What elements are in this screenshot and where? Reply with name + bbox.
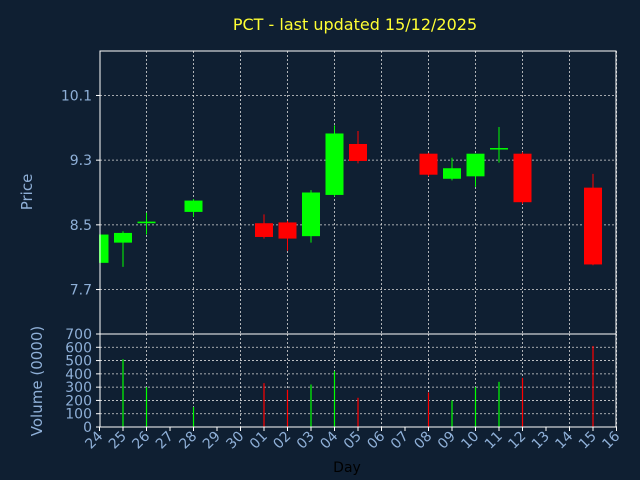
candle-08 — [419, 152, 438, 177]
candles — [99, 125, 602, 267]
candle-05 — [349, 131, 367, 164]
x-tick-label: 12 — [505, 429, 529, 453]
candle-28 — [184, 198, 203, 217]
volume-panel-frame — [99, 333, 617, 428]
candle-body — [302, 192, 320, 237]
candle-body — [443, 168, 461, 179]
candle-10 — [466, 153, 485, 187]
volume-bar-15 — [592, 345, 594, 427]
price-tick-label: 8.5 — [70, 218, 92, 234]
candle-body — [255, 223, 273, 237]
candle-03 — [302, 190, 320, 243]
candle-body — [513, 153, 532, 203]
candle-body — [419, 153, 438, 175]
candle-24 — [99, 234, 109, 263]
volume-bar-12 — [521, 377, 524, 427]
x-tick-label: 01 — [247, 429, 271, 453]
volume-bar-01 — [263, 383, 265, 427]
x-tick-label: 08 — [411, 429, 435, 453]
candle-25 — [114, 231, 132, 267]
candle-04 — [325, 125, 344, 197]
chart-title: PCT - last updated 15/12/2025 — [233, 15, 477, 34]
candle-09 — [443, 157, 461, 181]
volume-bar-08 — [427, 392, 430, 427]
price-axis-label: Price — [18, 174, 36, 211]
price-tick-label: 10.1 — [61, 88, 92, 104]
volume-bar-26 — [145, 387, 148, 427]
volume-tick-label: 700 — [65, 327, 92, 343]
candle-body — [100, 234, 109, 263]
candle-02 — [278, 220, 297, 251]
x-tick-label: 15 — [576, 429, 600, 453]
volume-bar-09 — [451, 400, 453, 427]
x-tick-label: 27 — [153, 429, 177, 453]
volume-bar-11 — [498, 381, 500, 427]
x-ticks: 24 25 26 27 28 29 30 01 02 03 04 05 06 07 08 09 10 11 12 13… — [82, 427, 623, 452]
day-axis-label: Day — [333, 460, 361, 476]
candle-body — [278, 222, 297, 239]
candle-11 — [490, 127, 508, 163]
x-tick-label: 30 — [223, 429, 247, 453]
volume-tick-label: 400 — [65, 367, 92, 383]
candle-body — [490, 148, 508, 150]
x-tick-label: 29 — [200, 429, 224, 453]
candle-body — [137, 221, 156, 224]
volume-bar-10 — [474, 387, 477, 427]
x-tick-label: 28 — [176, 429, 200, 453]
x-tick-label: 05 — [341, 429, 365, 453]
x-tick-label: 10 — [458, 429, 482, 453]
x-tick-label: 16 — [599, 428, 623, 452]
candle-01 — [255, 214, 273, 239]
candle-12 — [513, 152, 532, 204]
candle-body — [349, 143, 367, 161]
price-panel-frame — [99, 50, 617, 335]
candle-body — [114, 232, 132, 243]
volume-bar-05 — [357, 397, 359, 427]
candle-body — [184, 200, 203, 212]
candle-body — [325, 133, 344, 195]
volume-tick-label: 300 — [65, 380, 92, 396]
volume-bar-28 — [192, 407, 195, 427]
x-tick-label: 06 — [364, 428, 388, 452]
x-tick-label: 04 — [317, 428, 341, 452]
x-tick-label: 07 — [388, 429, 412, 453]
x-tick-label: 14 — [552, 428, 576, 452]
candle-26 — [137, 212, 156, 235]
volume-bars — [122, 345, 594, 427]
volume-tick-label: 600 — [65, 340, 92, 356]
x-tick-label: 25 — [106, 429, 130, 453]
candle-body — [584, 187, 602, 265]
volume-axis-label: Volume (0000) — [28, 326, 46, 436]
volume-tick-label: 200 — [65, 393, 92, 409]
volume-tick-label: 500 — [65, 354, 92, 370]
x-tick-label: 03 — [294, 429, 318, 453]
x-tick-label: 09 — [435, 429, 459, 453]
x-tick-label: 11 — [482, 429, 506, 453]
price-tick-label: 7.7 — [70, 283, 92, 299]
volume-bar-02 — [286, 389, 289, 427]
price-grid — [100, 51, 617, 334]
price-y-ticks: 7.7 8.5 9.3 10.1 — [61, 88, 100, 299]
candle-body — [466, 153, 485, 177]
x-tick-label: 13 — [529, 429, 553, 453]
volume-tick-label: 100 — [65, 407, 92, 423]
volume-bar-25 — [122, 359, 124, 427]
volume-bar-04 — [333, 371, 336, 427]
volume-tick-label: 0 — [83, 420, 92, 436]
x-tick-label: 26 — [129, 428, 153, 452]
price-tick-label: 9.3 — [70, 153, 92, 169]
x-tick-label: 02 — [270, 429, 294, 453]
candle-15 — [584, 173, 602, 266]
volume-bar-03 — [310, 384, 312, 427]
